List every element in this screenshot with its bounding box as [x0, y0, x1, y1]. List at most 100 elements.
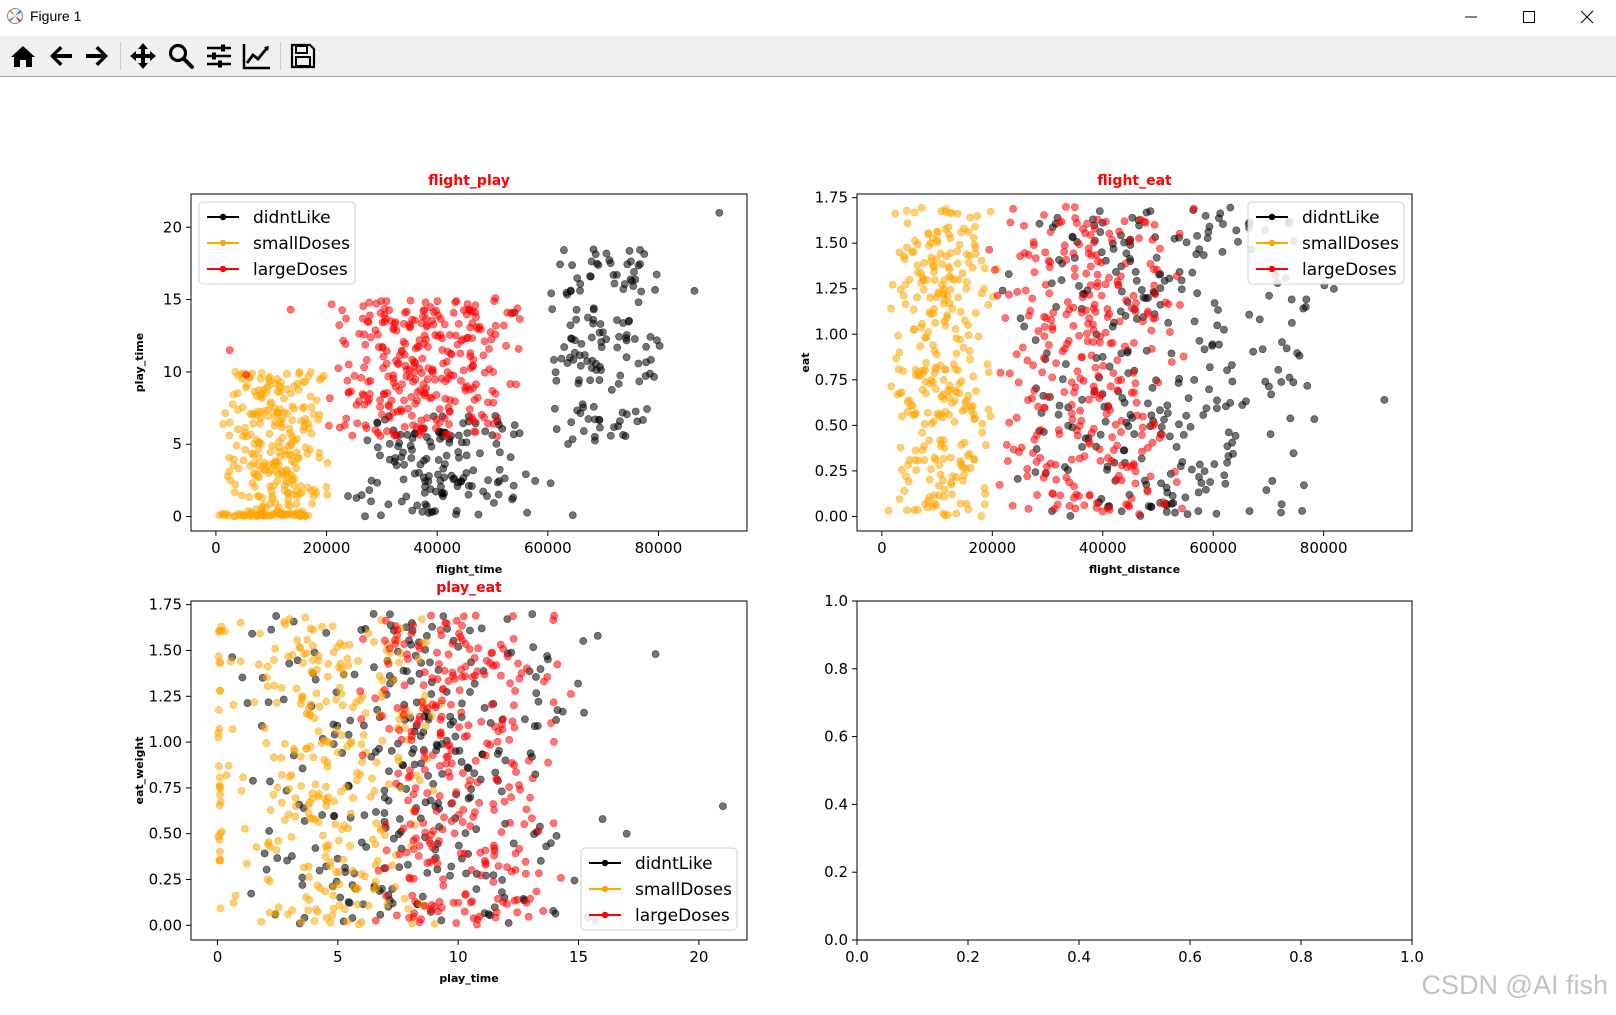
data-point — [1282, 344, 1291, 353]
legend-marker — [601, 885, 609, 893]
save-button[interactable] — [286, 40, 320, 72]
data-point — [553, 660, 562, 669]
data-point — [464, 490, 473, 499]
data-point — [990, 266, 999, 274]
data-point — [252, 843, 261, 851]
home-button[interactable] — [6, 40, 40, 72]
data-point — [435, 660, 443, 669]
data-point — [265, 827, 273, 835]
maximize-button[interactable] — [1500, 0, 1558, 34]
data-point — [466, 323, 475, 332]
data-point — [1101, 217, 1110, 226]
data-point — [362, 843, 371, 851]
forward-button[interactable] — [80, 40, 114, 72]
data-point — [408, 891, 417, 900]
data-point — [389, 834, 398, 843]
data-point — [490, 847, 499, 855]
data-point — [380, 390, 389, 399]
data-point — [1044, 256, 1053, 265]
x-tick-label: 0 — [213, 948, 223, 966]
data-point — [513, 908, 522, 917]
data-point — [263, 662, 272, 671]
back-button[interactable] — [44, 40, 78, 72]
data-point — [306, 392, 315, 401]
data-point — [223, 472, 232, 481]
data-point — [495, 448, 504, 457]
data-point — [566, 321, 575, 330]
data-point — [888, 280, 897, 289]
data-point — [1085, 290, 1094, 299]
data-point — [400, 423, 409, 431]
data-point — [372, 819, 381, 828]
data-point — [430, 902, 439, 911]
data-point — [271, 461, 280, 470]
data-point — [462, 869, 471, 878]
data-point — [1095, 207, 1104, 216]
legend-label: largeDoses — [253, 260, 348, 280]
data-point — [1131, 479, 1140, 488]
data-point — [570, 876, 579, 885]
data-point — [402, 492, 411, 501]
y-tick-label: 1.50 — [815, 234, 848, 252]
subplot-flight_eat[interactable]: 0 20000 40000 60000 800000.000.250.500.751.0… — [799, 173, 1413, 576]
data-point — [399, 711, 408, 719]
series-smallDoses — [884, 203, 1001, 520]
data-point — [898, 412, 906, 421]
data-point — [295, 643, 304, 652]
data-point — [1277, 500, 1286, 509]
data-point — [285, 615, 294, 623]
data-point — [1201, 211, 1210, 220]
data-point — [1228, 438, 1237, 447]
data-point — [241, 423, 249, 432]
data-point — [238, 673, 247, 682]
data-point — [283, 856, 292, 865]
data-point — [595, 423, 604, 432]
data-point — [1140, 476, 1149, 485]
x-tick-label: 5 — [333, 948, 343, 966]
data-point — [1089, 238, 1098, 247]
data-point — [1186, 422, 1195, 431]
data-point — [522, 805, 531, 814]
subplot-empty[interactable]: 0.0 0.2 0.4 0.6 0.8 1.00.00.20.40.60.81.0 — [824, 592, 1424, 966]
data-point — [308, 656, 317, 665]
close-button[interactable] — [1558, 0, 1616, 34]
data-point — [1094, 371, 1103, 380]
data-point — [424, 771, 432, 780]
minimize-button[interactable] — [1442, 0, 1500, 34]
data-point — [1016, 314, 1025, 323]
data-point — [489, 871, 498, 880]
x-tick-label: 0.0 — [845, 948, 869, 966]
subplot-play_eat[interactable]: 0 5 10 15 200.000.250.500.751.001.251.501.75… — [133, 580, 748, 985]
data-point — [977, 289, 986, 298]
data-point — [973, 212, 982, 220]
data-point — [405, 366, 414, 374]
data-point — [498, 876, 506, 884]
data-point — [229, 700, 238, 709]
data-point — [922, 275, 931, 284]
data-point — [372, 299, 381, 308]
data-point — [256, 419, 264, 428]
data-point — [1265, 382, 1273, 391]
data-point — [939, 454, 948, 463]
data-point — [434, 332, 442, 341]
pan-button[interactable] — [126, 40, 160, 72]
data-point — [1144, 307, 1152, 316]
data-point — [313, 907, 322, 916]
data-point — [378, 676, 387, 685]
figure-canvas[interactable]: 0 20000 40000 60000 8000005101520flight_play… — [0, 77, 1616, 1015]
subplots-button[interactable] — [202, 40, 236, 72]
data-point — [1117, 375, 1126, 384]
axes-edit-button[interactable] — [240, 40, 274, 72]
data-point — [458, 699, 466, 708]
data-point — [431, 424, 440, 432]
subplot-flight_play[interactable]: 0 20000 40000 60000 8000005101520flight_play… — [133, 173, 748, 576]
zoom-button[interactable] — [164, 40, 198, 72]
data-point — [458, 818, 467, 826]
data-point — [953, 209, 962, 218]
data-point — [325, 421, 333, 430]
data-point — [233, 389, 242, 398]
data-point — [904, 477, 913, 486]
data-point — [427, 442, 436, 451]
